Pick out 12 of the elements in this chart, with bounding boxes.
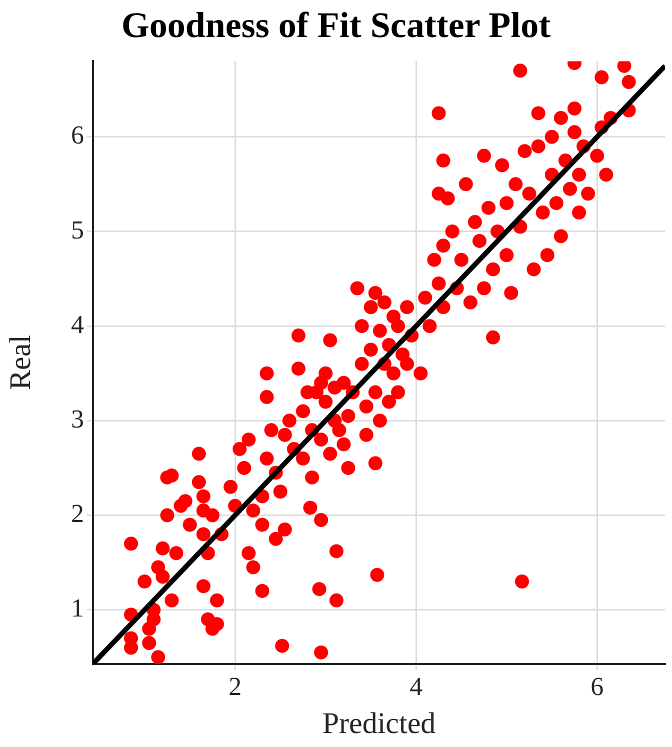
x-tick-label: 6 (590, 672, 604, 702)
y-tick-label: 6 (71, 120, 84, 150)
y-tick-label: 1 (71, 594, 84, 623)
chart-title: Goodness of Fit Scatter Plot (121, 4, 551, 45)
y-tick-label: 4 (71, 310, 84, 339)
x-axis-title: Predicted (322, 706, 436, 740)
y-tick-label: 2 (71, 499, 84, 528)
x-tick-label: 4 (410, 672, 423, 702)
y-axis-title: Real (4, 335, 37, 390)
x-tick-label: 2 (228, 672, 242, 702)
y-tick-label: 5 (71, 215, 84, 244)
y-tick-label: 3 (71, 404, 84, 434)
